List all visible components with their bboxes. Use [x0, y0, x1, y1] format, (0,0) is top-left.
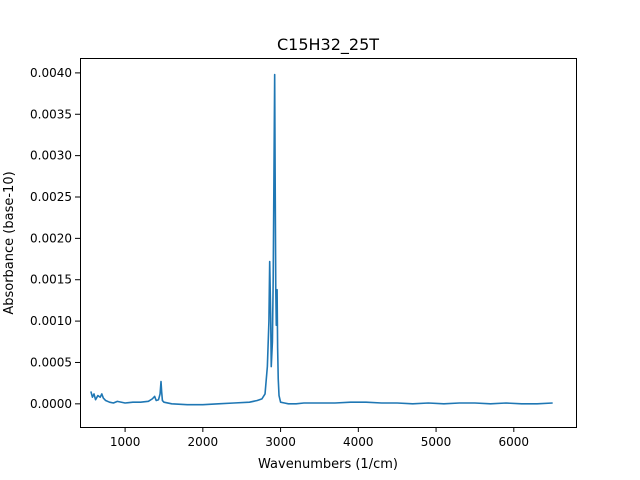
y-tick-label: 0.0040 — [30, 66, 72, 80]
y-tick-label: 0.0020 — [30, 231, 72, 245]
series-line — [90, 73, 553, 406]
plot-frame — [80, 58, 577, 428]
y-tick-label: 0.0000 — [30, 397, 72, 411]
x-tick-label: 5000 — [421, 435, 452, 449]
x-axis-ticks: 1000 2000 3000 4000 5000 6000 — [110, 427, 529, 449]
y-axis-label: Absorbance (base-10) — [2, 171, 17, 314]
x-tick-label: 6000 — [499, 435, 530, 449]
x-tick-label: 2000 — [188, 435, 219, 449]
x-tick-label: 3000 — [265, 435, 296, 449]
y-axis-ticks: 0.0000 0.0005 0.0010 0.0015 0.0020 0.0025 0.00… — [30, 66, 80, 411]
y-tick-label: 0.0005 — [30, 355, 72, 369]
y-tick-label: 0.0015 — [30, 273, 72, 287]
y-tick-label: 0.0010 — [30, 314, 72, 328]
y-tick-label: 0.0035 — [30, 107, 72, 121]
y-tick-label: 0.0030 — [30, 149, 72, 163]
x-tick-label: 4000 — [343, 435, 374, 449]
y-tick-label: 0.0025 — [30, 190, 72, 204]
chart-title: C15H32_25T — [277, 35, 379, 55]
x-tick-label: 1000 — [110, 435, 141, 449]
x-axis-label: Wavenumbers (1/cm) — [258, 457, 398, 472]
plot-area: 1000 2000 3000 4000 5000 6000 0.00000.00050.0… — [30, 58, 577, 449]
